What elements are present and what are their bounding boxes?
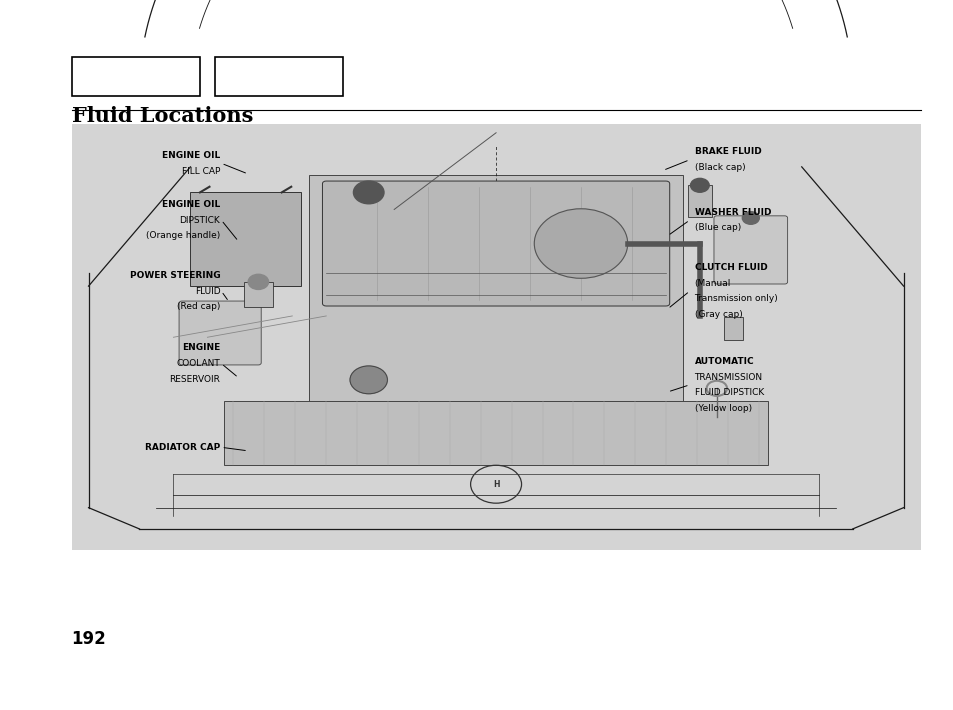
Text: COOLANT: COOLANT xyxy=(176,359,220,368)
Bar xyxy=(244,282,273,307)
Text: FILL CAP: FILL CAP xyxy=(182,167,220,175)
Text: ENGINE OIL: ENGINE OIL xyxy=(162,151,220,160)
Text: FLUID: FLUID xyxy=(194,287,220,295)
Bar xyxy=(723,317,742,340)
Text: Fluid Locations: Fluid Locations xyxy=(71,106,253,126)
Text: (Red cap): (Red cap) xyxy=(177,302,220,311)
Bar xyxy=(191,192,300,286)
Text: (Black cap): (Black cap) xyxy=(694,163,744,172)
Text: (Orange handle): (Orange handle) xyxy=(146,231,220,240)
FancyBboxPatch shape xyxy=(179,301,261,365)
Bar xyxy=(224,401,767,465)
Text: FLUID DIPSTICK: FLUID DIPSTICK xyxy=(694,388,763,397)
Circle shape xyxy=(350,366,387,394)
Text: (Gray cap): (Gray cap) xyxy=(694,310,741,319)
FancyBboxPatch shape xyxy=(322,181,669,306)
Text: AUTOMATIC: AUTOMATIC xyxy=(694,357,753,366)
Text: Transmission only): Transmission only) xyxy=(694,295,778,303)
Circle shape xyxy=(353,181,384,204)
Circle shape xyxy=(741,212,759,224)
Text: RESERVOIR: RESERVOIR xyxy=(170,375,220,383)
Text: POWER STEERING: POWER STEERING xyxy=(130,271,220,280)
FancyBboxPatch shape xyxy=(713,216,787,284)
Text: BRAKE FLUID: BRAKE FLUID xyxy=(694,148,760,156)
Bar xyxy=(71,124,920,550)
Text: TRANSMISSION: TRANSMISSION xyxy=(694,373,761,381)
Bar xyxy=(688,185,712,217)
Text: WASHER FLUID: WASHER FLUID xyxy=(694,208,770,217)
Circle shape xyxy=(248,274,268,290)
Text: DIPSTICK: DIPSTICK xyxy=(179,216,220,224)
Text: ENGINE OIL: ENGINE OIL xyxy=(162,200,220,209)
Text: 192: 192 xyxy=(71,630,106,648)
Bar xyxy=(71,57,200,96)
Text: (Blue cap): (Blue cap) xyxy=(694,224,740,232)
Bar xyxy=(309,175,682,414)
Text: RADIATOR CAP: RADIATOR CAP xyxy=(145,443,220,452)
Text: (Yellow loop): (Yellow loop) xyxy=(694,404,751,413)
Text: H: H xyxy=(493,480,498,488)
Circle shape xyxy=(534,209,627,278)
Text: (Manual: (Manual xyxy=(694,279,730,288)
Text: ENGINE: ENGINE xyxy=(182,344,220,352)
Circle shape xyxy=(690,178,708,192)
Text: CLUTCH FLUID: CLUTCH FLUID xyxy=(694,263,766,272)
Bar xyxy=(214,57,343,96)
